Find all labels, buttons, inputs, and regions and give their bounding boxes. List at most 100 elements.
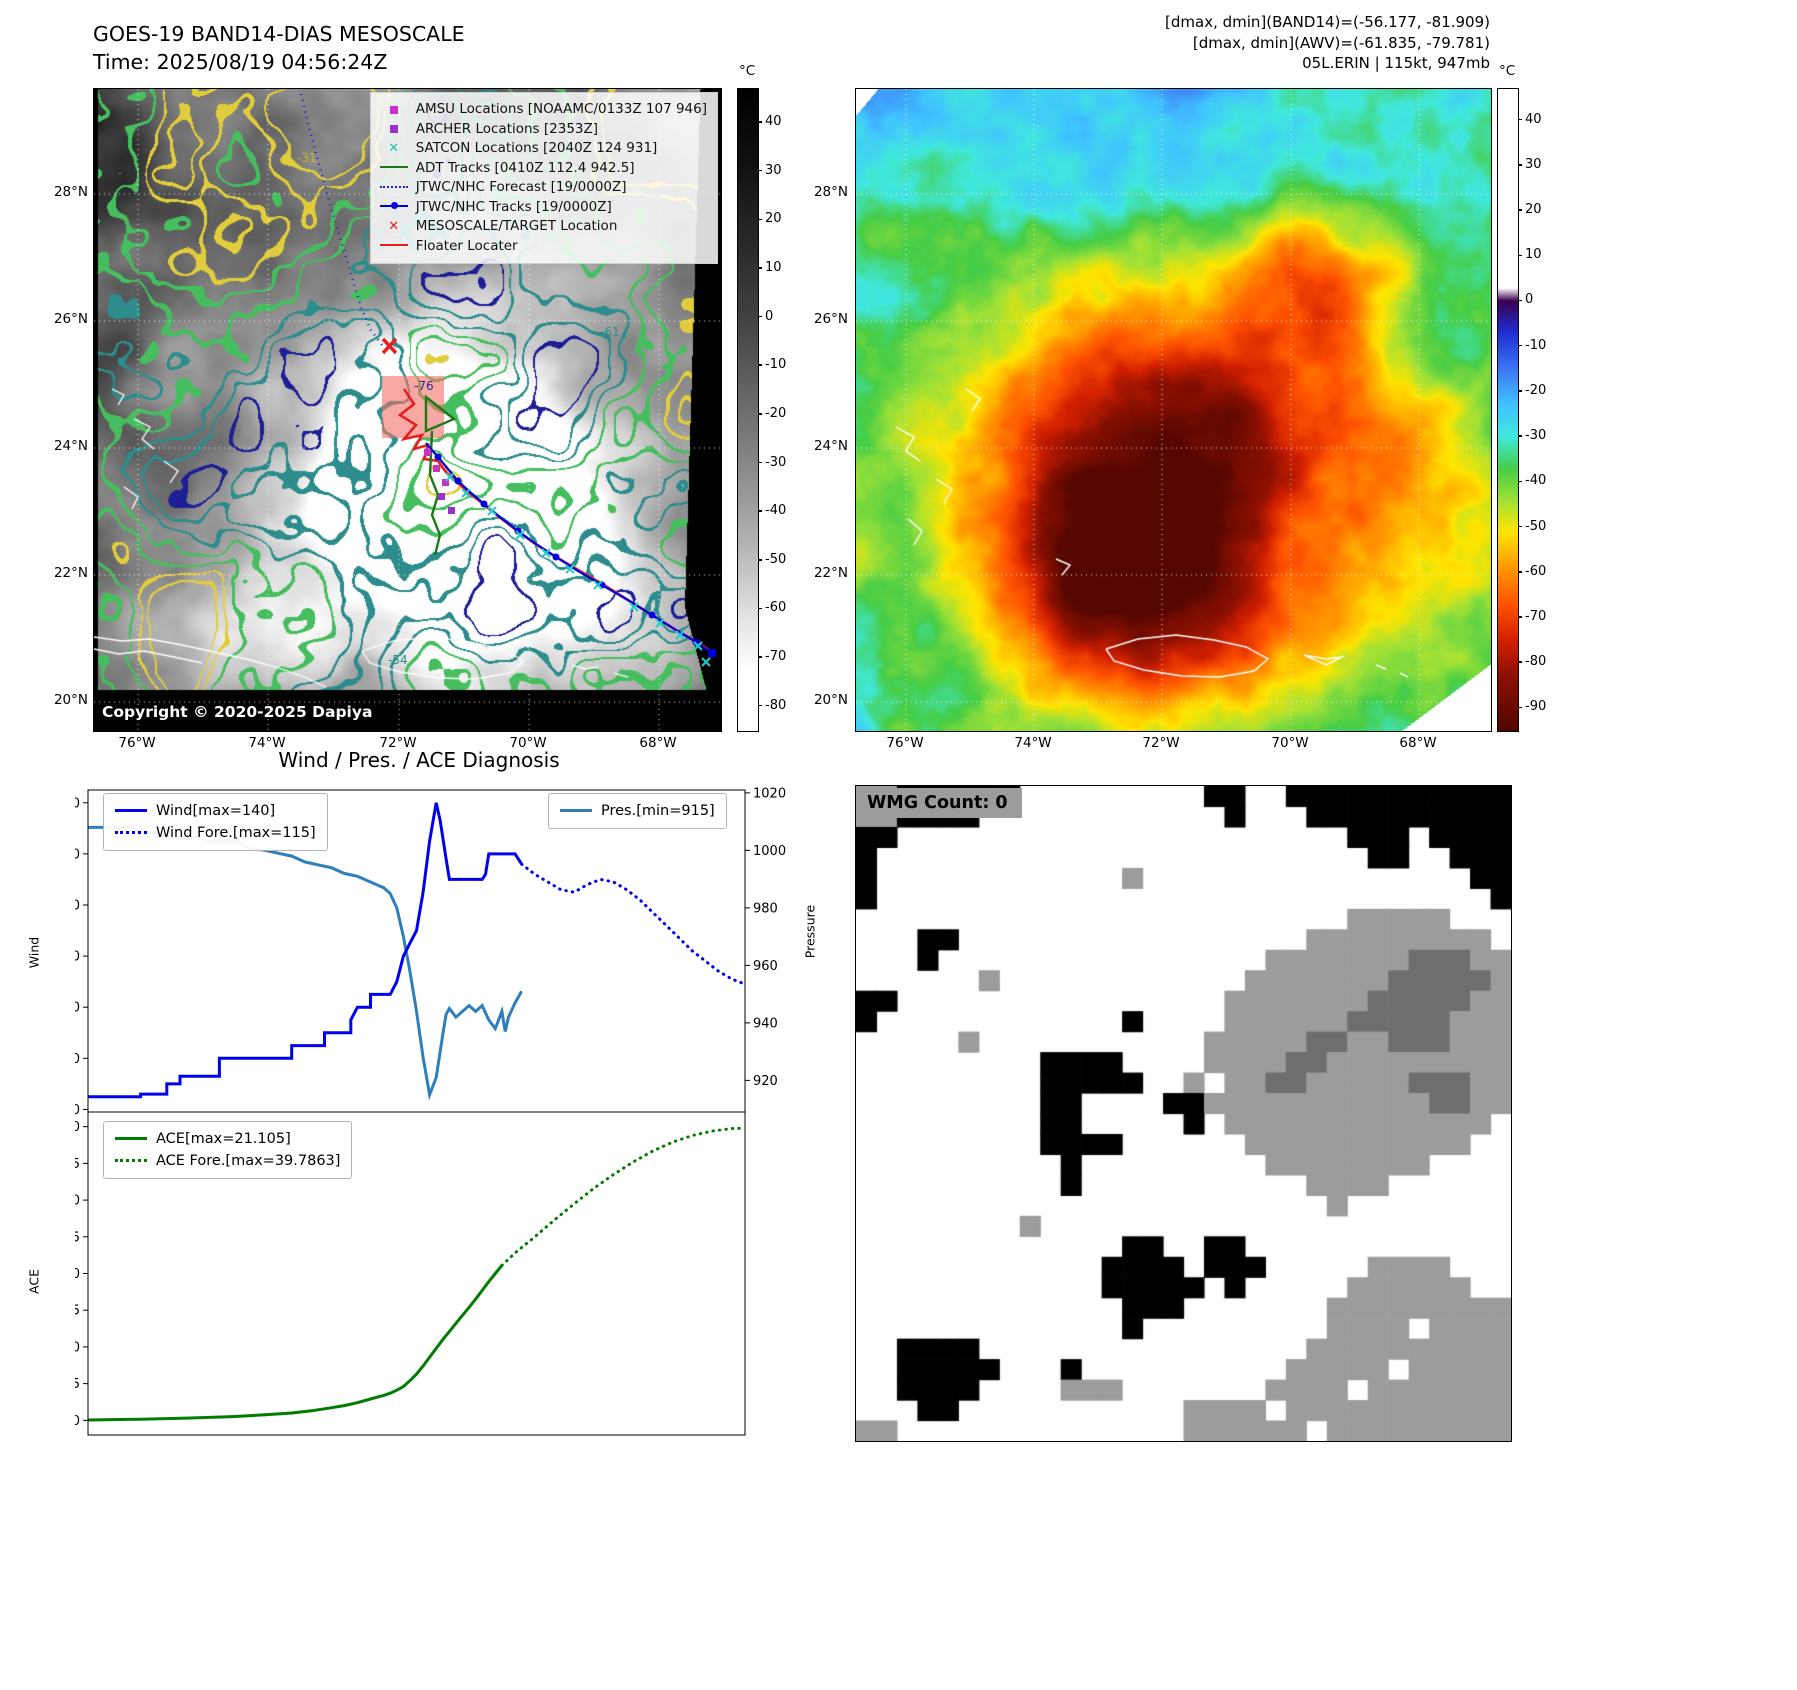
band14-satellite-map: AMSU Locations [NOAAMC/0133Z 107 946] ARC… [93, 88, 722, 732]
adt-track [424, 394, 457, 556]
svg-text:920: 920 [753, 1074, 778, 1089]
legend-item: Pres.[min=915] [560, 800, 715, 822]
colorbar-tick-label: -40 [1525, 473, 1547, 489]
colorbar-tick-label: -10 [1525, 337, 1547, 353]
square-icon [379, 121, 409, 137]
lon-label: 68°W [639, 735, 677, 751]
lat-label: 20°N [53, 692, 88, 708]
legend-item-label: JTWC/NHC Forecast [19/0000Z] [415, 179, 627, 195]
series-line-icon [560, 809, 592, 822]
svg-text:20: 20 [75, 1103, 80, 1118]
colorbar-tick [1518, 344, 1522, 347]
lon-label: 76°W [886, 735, 924, 751]
lat-label: 28°N [53, 184, 88, 200]
svg-text:35: 35 [75, 1157, 80, 1172]
colorbar-tick [1518, 480, 1522, 483]
svg-text:40: 40 [75, 1120, 80, 1135]
lat-label: 22°N [813, 565, 848, 581]
ir-satellite-map [855, 88, 1492, 732]
colorbar-tick [1518, 209, 1522, 211]
svg-text:120: 120 [75, 847, 80, 862]
colorbar-tick-label: -50 [1525, 518, 1547, 534]
colorbar-tick [758, 510, 762, 512]
satcon-markers [445, 472, 711, 667]
colorbar-tick [758, 218, 762, 221]
svg-text:100: 100 [75, 899, 80, 914]
lon-label: 74°W [1014, 735, 1052, 751]
lon-label: 68°W [1399, 735, 1437, 751]
svg-text:1000: 1000 [753, 844, 786, 859]
legend-item-label: Floater Locater [415, 237, 518, 254]
legend-item-label: Wind Fore.[max=115] [156, 825, 316, 841]
floater-track [397, 388, 714, 655]
colorbar-tick [758, 607, 762, 610]
colorbar-tick-label: -40 [765, 503, 787, 519]
colorbar-tick-label: 10 [1525, 247, 1542, 263]
band14-colorbar-unit: °C [739, 63, 756, 79]
colorbar-tick-label: -20 [1525, 382, 1547, 398]
legend-item: JTWC/NHC Tracks [19/0000Z] [379, 198, 707, 218]
series-ace-fore-max-39-7863- [500, 1126, 747, 1267]
colorbar-tick-label: -70 [1525, 608, 1547, 624]
svg-text:960: 960 [753, 959, 778, 974]
legend-item-label: ACE[max=21.105] [156, 1131, 291, 1147]
svg-text:140: 140 [75, 796, 80, 811]
amsu-archer-markers [424, 449, 455, 514]
svg-text:30: 30 [75, 1194, 80, 1209]
colorbar-tick [758, 656, 762, 658]
line-icon [379, 238, 409, 254]
storm-id-intensity: 05L.ERIN | 115kt, 947mb [1302, 54, 1490, 72]
chart-legend: ACE[max=21.105] ACE Fore.[max=39.7863] [103, 1121, 353, 1179]
colorbar-tick-label: 40 [1525, 111, 1542, 127]
legend-item: ✕ MESOSCALE/TARGET Location [379, 217, 707, 237]
svg-text:40: 40 [75, 1052, 80, 1067]
legend-item: Wind Fore.[max=115] [115, 822, 316, 844]
chart-legend: Pres.[min=915] [548, 793, 727, 829]
lat-label: 26°N [813, 311, 848, 327]
series-line-icon [115, 1159, 147, 1172]
lat-label: 24°N [53, 438, 88, 454]
jtwc-track [425, 442, 713, 654]
lat-label: 20°N [813, 692, 848, 708]
colorbar-tick [758, 559, 762, 561]
legend-item-label: ARCHER Locations [2353Z] [415, 120, 599, 137]
colorbar-tick-label: -10 [765, 357, 787, 373]
series-line-icon [115, 809, 147, 822]
x-icon: ✕ [388, 140, 400, 156]
square-icon [379, 102, 409, 118]
contour-label: -76 [414, 379, 434, 393]
lon-label: 76°W [118, 735, 156, 751]
legend-item: Wind[max=140] [115, 800, 316, 822]
ir-header-block: [dmax, dmin](BAND14)=(-56.177, -81.909) … [990, 12, 1490, 74]
legend-item: JTWC/NHC Forecast [19/0000Z] [379, 178, 707, 198]
colorbar-tick [1518, 390, 1522, 392]
colorbar-tick-label: -80 [1525, 654, 1547, 670]
colorbar-tick [758, 121, 762, 123]
colorbar-tick [1518, 254, 1522, 257]
ir-dmax-band14: [dmax, dmin](BAND14)=(-56.177, -81.909) [1165, 13, 1490, 31]
colorbar-tick [1518, 118, 1522, 121]
lat-label: 26°N [53, 311, 88, 327]
lon-label: 72°W [1142, 735, 1180, 751]
colorbar-tick-label: 40 [765, 114, 782, 130]
band14-title-block: GOES-19 BAND14-DIAS MESOSCALE Time: 2025… [93, 20, 465, 76]
diagnosis-title: Wind / Pres. / ACE Diagnosis [278, 748, 560, 772]
ir-satellite-image [856, 89, 1491, 731]
colorbar-tick [758, 413, 762, 415]
colorbar-tick [1518, 661, 1522, 663]
wmg-panel: WMG Count: 0 [855, 785, 1512, 1442]
colorbar-tick [1518, 525, 1522, 528]
series-line-icon [115, 1137, 147, 1150]
lon-label: 72°W [379, 735, 417, 751]
legend-item: ✕ SATCON Locations [2040Z 124 931] [379, 139, 707, 159]
svg-text:1020: 1020 [753, 786, 786, 801]
ir-dmax-awv: [dmax, dmin](AWV)=(-61.835, -79.781) [1192, 33, 1490, 52]
pressure-axis-label: Pressure [802, 904, 818, 959]
colorbar-tick [758, 704, 762, 707]
svg-text:20: 20 [75, 1267, 80, 1282]
series-pres-min-915- [88, 825, 523, 1101]
colorbar-tick [758, 169, 762, 172]
lon-label: 74°W [248, 735, 286, 751]
legend-item-label: ADT Tracks [0410Z 112.4 942.5] [415, 159, 635, 176]
colorbar-tick-label: -50 [765, 551, 787, 567]
